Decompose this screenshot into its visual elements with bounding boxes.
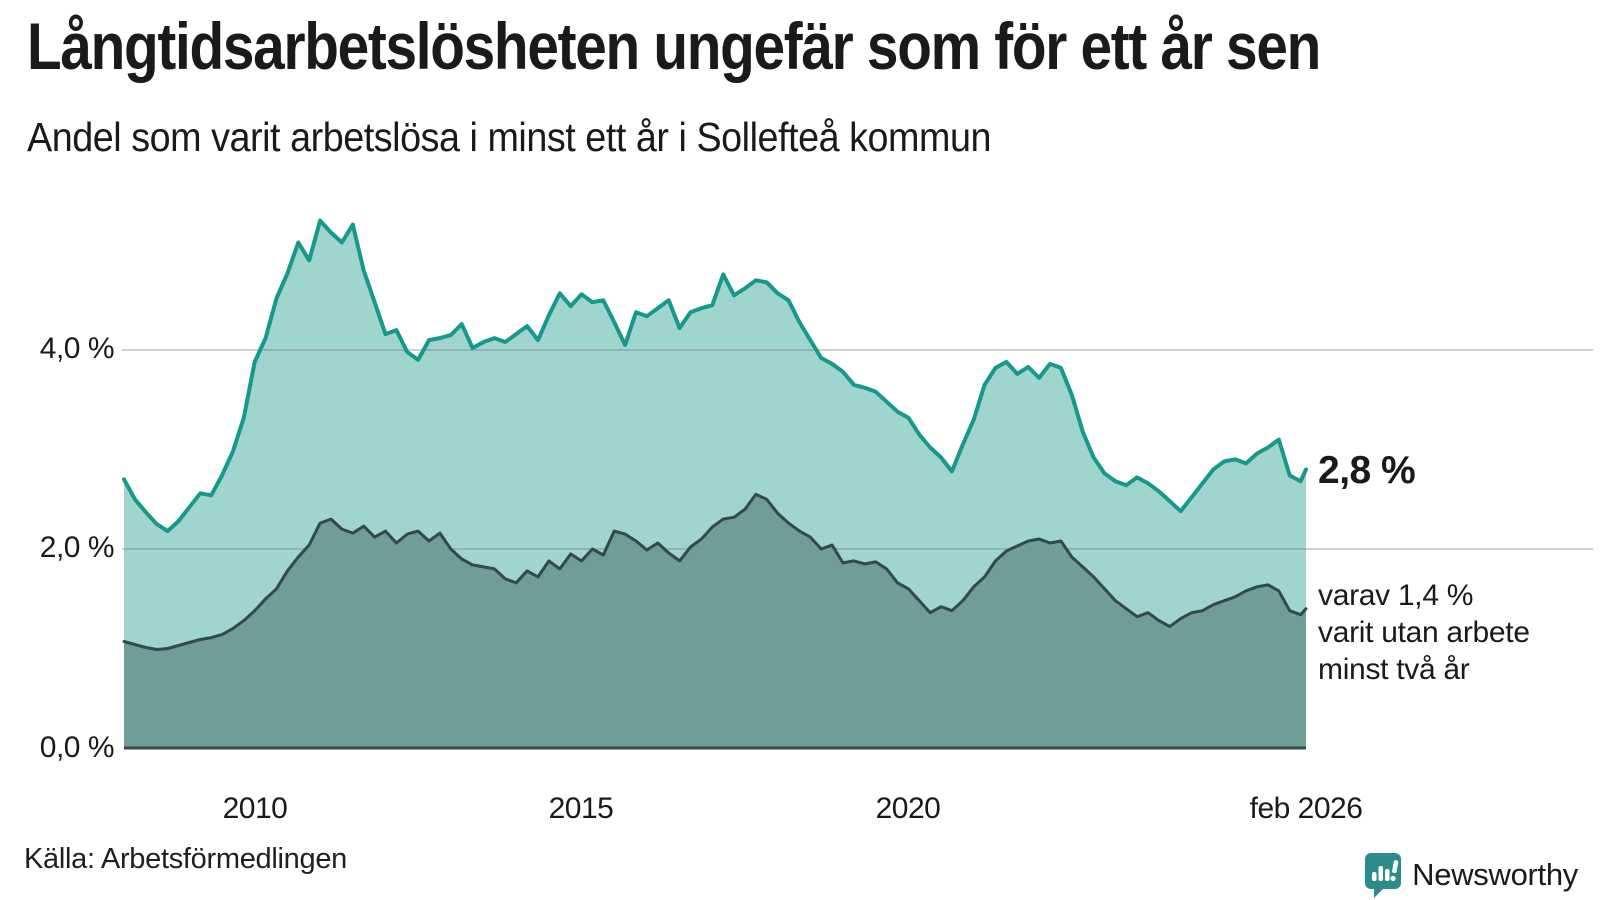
annotation-line-2: varit utan arbete	[1318, 616, 1530, 649]
x-tick-2015: 2015	[548, 792, 614, 825]
y-tick-2: 2,0 %	[39, 531, 115, 564]
page-subtitle: Andel som varit arbetslösa i minst ett å…	[27, 114, 992, 160]
series-2yr-area	[124, 494, 1306, 748]
series-2yr-line	[122, 492, 1308, 651]
newsworthy-branding: Newsworthy	[1364, 852, 1578, 898]
secondary-series-annotation: varav 1,4 % varit utan arbete minst två …	[1318, 577, 1530, 688]
annotation-line-1: varav 1,4 %	[1318, 579, 1474, 612]
y-tick-4: 4,0 %	[39, 332, 115, 365]
latest-value-label: 2,8 %	[1318, 449, 1416, 492]
annotation-line-3: minst två år	[1318, 653, 1470, 686]
x-tick-2010: 2010	[222, 792, 288, 825]
newsworthy-wordmark: Newsworthy	[1412, 857, 1578, 892]
series-1yr-line	[122, 218, 1308, 534]
x-tick-feb2026: feb 2026	[1249, 792, 1363, 825]
newsworthy-logo-icon	[1364, 852, 1402, 898]
source-caption: Källa: Arbetsförmedlingen	[24, 843, 347, 875]
page-title: Långtidsarbetslösheten ungefär som för e…	[27, 9, 1321, 83]
y-tick-0: 0,0 %	[39, 731, 115, 764]
x-tick-2020: 2020	[875, 792, 941, 825]
